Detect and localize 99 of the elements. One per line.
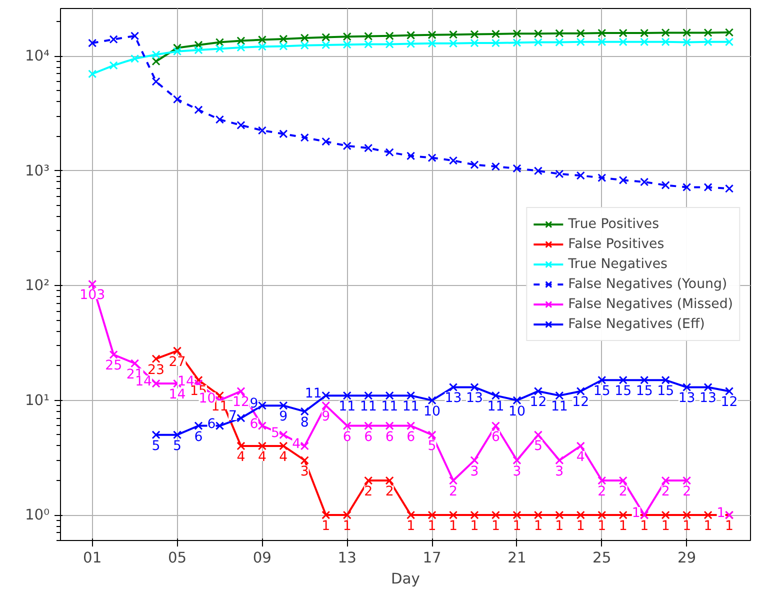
data-label: 1 bbox=[640, 519, 649, 534]
data-label: 15 bbox=[636, 384, 653, 400]
data-label: 2 bbox=[449, 484, 458, 500]
data-label: 2 bbox=[598, 484, 606, 500]
data-label: 9 bbox=[279, 410, 288, 425]
data-label: 12 bbox=[572, 395, 590, 410]
data-label: 11 bbox=[338, 400, 356, 415]
x-tick-label: 25 bbox=[592, 550, 612, 566]
data-label: 3 bbox=[512, 464, 522, 480]
data-label: 11 bbox=[304, 386, 322, 402]
x-tick-label: 01 bbox=[83, 550, 102, 566]
data-label: 1 bbox=[322, 519, 330, 534]
data-label: 1 bbox=[342, 519, 352, 534]
data-label: 2 bbox=[682, 484, 692, 500]
data-label: 11 bbox=[550, 400, 568, 415]
data-label: 12 bbox=[530, 395, 547, 410]
data-label: 5 bbox=[534, 438, 542, 454]
data-label: 3 bbox=[470, 464, 479, 480]
data-label: 1 bbox=[534, 519, 542, 534]
legend-label: True Negatives bbox=[568, 256, 668, 272]
data-label: 6 bbox=[385, 430, 394, 445]
x-tick-label: 13 bbox=[338, 550, 356, 566]
data-label: 10 bbox=[508, 404, 526, 420]
data-label: 1 bbox=[406, 519, 416, 534]
data-label: 1 bbox=[618, 519, 628, 534]
data-label: 4 bbox=[236, 450, 246, 465]
data-label: 15 bbox=[614, 384, 632, 400]
data-label: 6 bbox=[194, 430, 203, 445]
data-label: 7 bbox=[228, 409, 237, 424]
data-label: 6 bbox=[250, 416, 258, 432]
data-label: 103 bbox=[80, 288, 106, 304]
data-label: 15 bbox=[657, 384, 674, 400]
legend-label: True Positives bbox=[568, 216, 660, 232]
y-tick-label: 10⁴ bbox=[24, 48, 50, 65]
data-label: 11 bbox=[381, 400, 398, 415]
data-label: 1 bbox=[661, 519, 670, 534]
data-label: 2 bbox=[618, 484, 628, 500]
data-label: 13 bbox=[700, 391, 717, 406]
data-label: 4 bbox=[576, 450, 585, 465]
legend-label: False Negatives (Young) bbox=[568, 276, 728, 292]
data-label: 5 bbox=[270, 426, 280, 441]
data-label: 1 bbox=[512, 519, 522, 534]
data-label: 3 bbox=[300, 464, 309, 480]
data-label: 1 bbox=[632, 506, 640, 522]
data-label: 1 bbox=[555, 519, 564, 534]
data-label: 6 bbox=[406, 430, 416, 445]
data-label: 14 bbox=[168, 388, 186, 403]
x-tick-label: 17 bbox=[422, 550, 442, 566]
y-tick-label: 10⁰ bbox=[24, 506, 50, 524]
legend-label: False Negatives (Missed) bbox=[568, 296, 733, 312]
data-label: 25 bbox=[105, 358, 122, 374]
data-label: 1 bbox=[449, 519, 458, 534]
data-label: 2 bbox=[385, 484, 394, 500]
data-label: 6 bbox=[364, 430, 373, 445]
data-label: 1 bbox=[428, 519, 436, 534]
data-label: 12 bbox=[232, 395, 250, 410]
data-label: 1 bbox=[470, 519, 479, 534]
data-label: 27 bbox=[168, 354, 186, 370]
data-label: 4 bbox=[292, 436, 301, 452]
data-label: 1 bbox=[716, 506, 726, 522]
data-label: 11 bbox=[487, 400, 504, 415]
x-axis-title: Day bbox=[391, 570, 420, 588]
data-label: 11 bbox=[402, 400, 420, 415]
x-tick-label: 21 bbox=[508, 550, 526, 566]
x-tick-label: 29 bbox=[677, 550, 696, 566]
data-label: 13 bbox=[466, 391, 483, 406]
data-label: 6 bbox=[207, 416, 216, 432]
data-label: 11 bbox=[360, 400, 377, 415]
data-label: 6 bbox=[491, 430, 500, 445]
data-label: 1 bbox=[598, 519, 606, 534]
data-label: 9 bbox=[322, 410, 330, 425]
data-label: 2 bbox=[364, 484, 373, 500]
data-label: 1 bbox=[725, 519, 734, 534]
y-tick-label: 10¹ bbox=[24, 392, 50, 409]
data-label: 12 bbox=[720, 395, 738, 410]
data-label: 1 bbox=[491, 519, 500, 534]
x-tick-label: 09 bbox=[252, 550, 272, 566]
data-label: 15 bbox=[593, 384, 610, 400]
data-label: 1 bbox=[704, 519, 712, 534]
legend-label: False Negatives (Eff) bbox=[568, 316, 705, 332]
data-label: 1 bbox=[576, 519, 585, 534]
y-tick-label: 10³ bbox=[24, 162, 50, 180]
data-label: 13 bbox=[444, 391, 462, 406]
data-label: 10 bbox=[424, 404, 441, 420]
data-label: 2 bbox=[661, 484, 670, 500]
data-label: 8 bbox=[300, 415, 309, 430]
data-label: 13 bbox=[678, 391, 696, 406]
data-label: 6 bbox=[342, 430, 352, 445]
data-label: 3 bbox=[555, 464, 564, 480]
data-label: 5 bbox=[428, 438, 436, 454]
data-label: 4 bbox=[258, 450, 266, 465]
x-tick-label: 05 bbox=[168, 550, 187, 566]
data-label: 4 bbox=[279, 450, 288, 465]
data-label: 9 bbox=[250, 396, 258, 412]
y-tick-label: 10² bbox=[24, 277, 50, 294]
data-label: 1 bbox=[682, 519, 692, 534]
data-label: 5 bbox=[173, 438, 182, 454]
legend-label: False Positives bbox=[568, 236, 664, 252]
data-label: 5 bbox=[152, 438, 160, 454]
